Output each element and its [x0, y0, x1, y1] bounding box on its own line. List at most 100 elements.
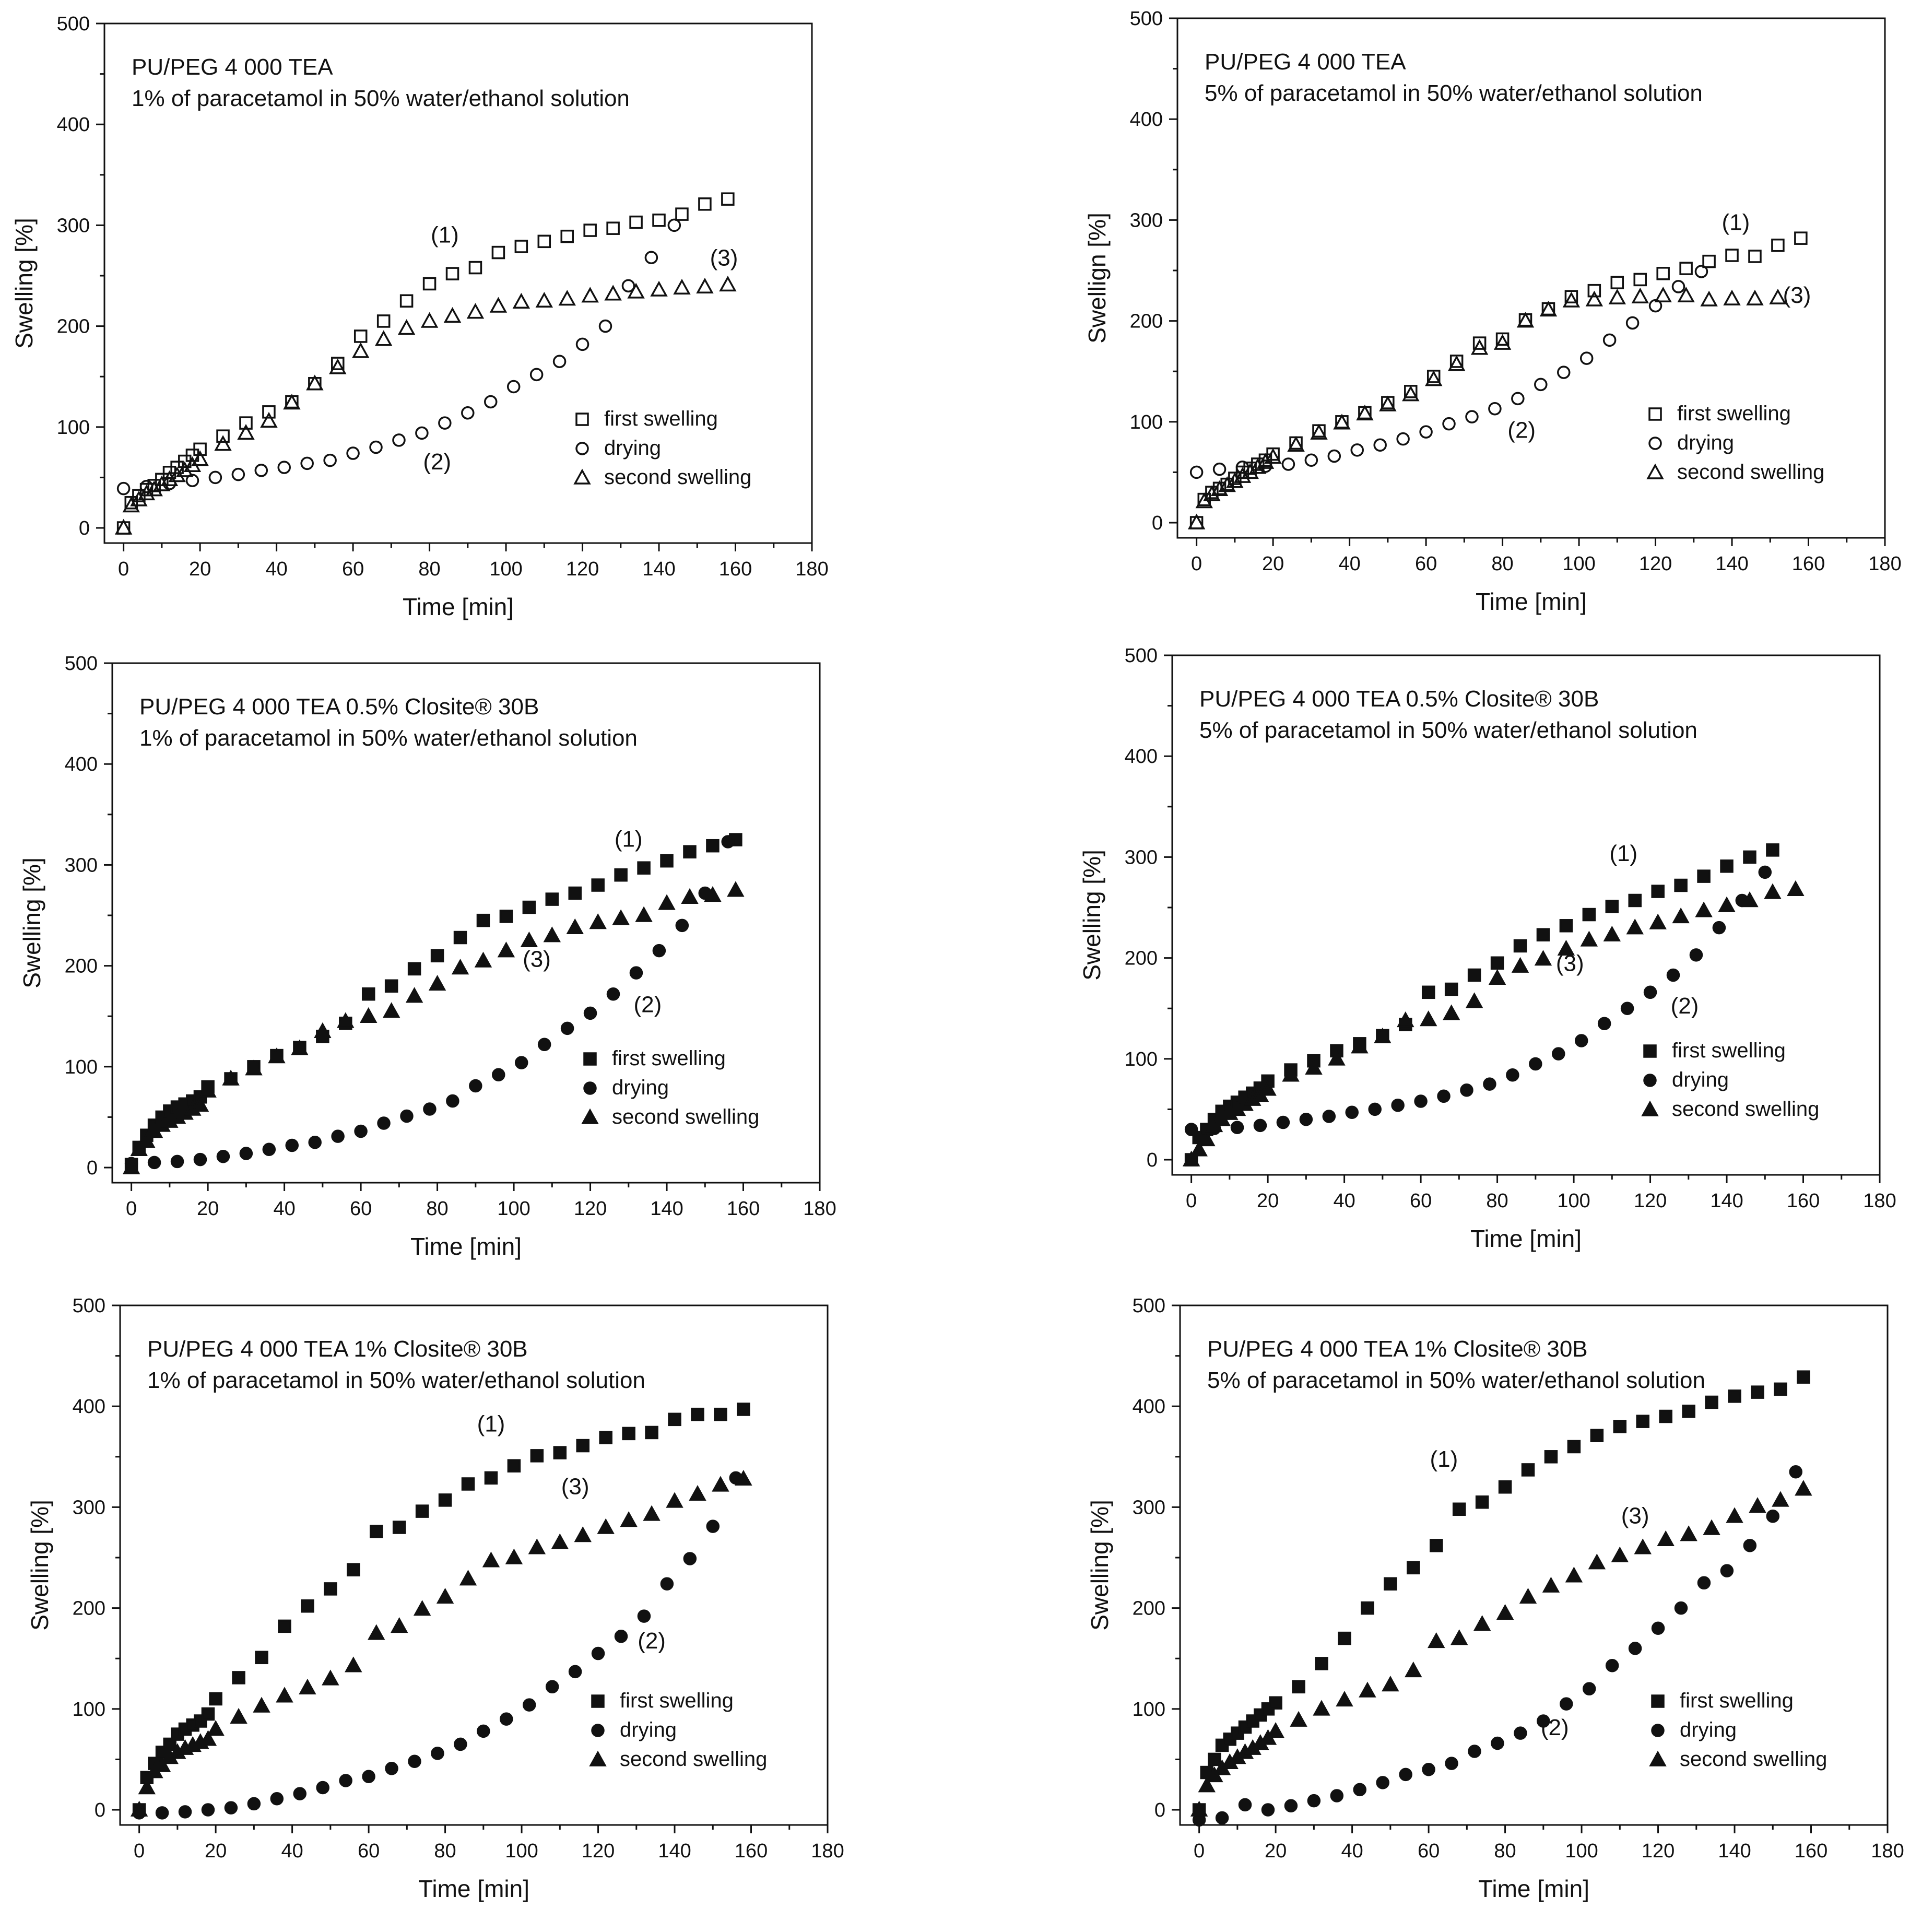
y-axis-label: Swellign [%] — [1083, 213, 1111, 344]
data-point-triangle — [1672, 908, 1690, 924]
x-tick-label: 80 — [426, 1198, 448, 1220]
x-tick-label: 100 — [1557, 1190, 1590, 1212]
data-point-circle — [1330, 1789, 1344, 1803]
data-point-circle — [231, 467, 245, 481]
data-point-triangle — [719, 276, 737, 292]
data-point-triangle — [1351, 1038, 1369, 1054]
data-point-circle — [1534, 378, 1548, 392]
chart-panel-2: 0 20 40 60 80 100 120 140 160 180 0 100 200 300 400 500… — [1083, 8, 1902, 615]
y-tick-label: 200 — [65, 956, 98, 977]
data-point-triangle — [1488, 969, 1506, 985]
data-point-square — [514, 240, 528, 253]
data-point-circle — [170, 1155, 184, 1169]
x-tick-label: 160 — [719, 558, 752, 580]
data-point-triangle — [1259, 1080, 1277, 1096]
data-point-circle — [1276, 1115, 1290, 1129]
data-point-circle — [454, 1737, 467, 1751]
data-point-triangle — [1718, 896, 1736, 912]
x-tick-label: 180 — [1868, 553, 1901, 575]
data-point-circle — [568, 1665, 582, 1679]
data-point-square — [1728, 1389, 1741, 1403]
data-point-square — [407, 962, 421, 976]
data-point-triangle — [291, 1039, 309, 1055]
data-point-triangle — [237, 424, 255, 440]
data-point-triangle — [276, 1687, 293, 1703]
data-point-square — [468, 261, 482, 275]
data-point-circle — [1327, 449, 1341, 463]
data-point-square — [1243, 461, 1257, 475]
data-point-triangle — [130, 1140, 148, 1156]
chart-subtitle: 1% of paracetamol in 50% water/ethanol s… — [132, 86, 630, 111]
data-point-square — [537, 234, 551, 249]
data-point-circle — [247, 1797, 261, 1811]
curve-label: (1) — [1609, 841, 1637, 866]
data-point-square — [1361, 1601, 1374, 1615]
data-point-circle — [1422, 1762, 1435, 1776]
data-point-square — [1794, 231, 1808, 245]
data-point-triangle — [1264, 448, 1282, 464]
data-point-triangle — [643, 1505, 661, 1521]
y-tick-label: 200 — [73, 1598, 105, 1620]
x-tick-label: 180 — [811, 1840, 844, 1862]
chart-title: PU/PEG 4 000 TEA 1% Closite® 30B — [1207, 1336, 1588, 1362]
y-tick-label: 100 — [73, 1699, 105, 1721]
x-tick-label: 40 — [273, 1198, 295, 1220]
curve-label: (3) — [1621, 1503, 1649, 1528]
x-tick-label: 0 — [1191, 553, 1202, 575]
legend-label: second swelling — [612, 1105, 759, 1128]
data-point-square — [324, 1582, 337, 1596]
curve-label: (3) — [1783, 282, 1811, 308]
data-point-triangle — [1496, 1604, 1514, 1620]
data-point-circle — [1437, 1089, 1451, 1103]
data-point-triangle — [314, 1022, 332, 1038]
x-tick-label: 0 — [118, 558, 129, 580]
data-point-circle — [1694, 265, 1708, 278]
data-point-circle — [1184, 1123, 1198, 1136]
data-point-triangle — [1608, 288, 1626, 304]
data-point-triangle — [597, 1518, 615, 1534]
data-point-circle — [1579, 351, 1594, 365]
data-point-triangle — [413, 1600, 431, 1616]
data-point-square — [353, 329, 368, 343]
data-point-circle — [522, 1698, 536, 1712]
y-axis-label: Swelling [%] — [1078, 850, 1105, 981]
data-point-triangle — [390, 1617, 408, 1633]
data-point-square — [645, 1426, 658, 1440]
data-point-square — [1582, 908, 1596, 922]
data-point-circle — [1628, 1642, 1642, 1655]
legend-marker-circle — [1643, 1074, 1657, 1087]
data-point-circle — [431, 1747, 444, 1760]
data-point-circle — [1230, 1121, 1244, 1134]
data-point-triangle — [1442, 1004, 1460, 1020]
data-point-circle — [1261, 1803, 1275, 1817]
curve-label: (2) — [1541, 1715, 1569, 1740]
data-point-triangle — [1726, 1507, 1743, 1523]
data-point-triangle — [635, 906, 653, 922]
data-point-circle — [1281, 457, 1295, 471]
data-point-triangle — [1764, 883, 1782, 899]
data-point-triangle — [405, 987, 423, 1003]
chart-title: PU/PEG 4 000 TEA 0.5% Closite® 30B — [139, 694, 539, 720]
data-point-triangle — [1198, 1130, 1216, 1147]
data-point-square — [1797, 1370, 1810, 1384]
data-point-triangle — [337, 1012, 355, 1028]
data-point-circle — [1419, 425, 1433, 439]
y-tick-label: 0 — [1152, 512, 1163, 534]
x-tick-label: 140 — [1710, 1190, 1743, 1212]
data-point-square — [1628, 893, 1642, 908]
x-axis-label: Time [min] — [1470, 1225, 1582, 1252]
data-point-circle — [1514, 1726, 1527, 1740]
data-point-circle — [1648, 299, 1663, 313]
data-point-square — [1498, 1480, 1512, 1494]
x-axis-label: Time [min] — [1476, 588, 1587, 615]
data-point-triangle — [466, 303, 485, 319]
data-point-circle — [1712, 921, 1726, 935]
data-point-triangle — [191, 450, 209, 466]
y-axis-label: Swelling [%] — [1086, 1500, 1113, 1631]
data-point-triangle — [230, 1707, 247, 1724]
data-point-square — [301, 1599, 314, 1613]
data-point-square — [1490, 956, 1504, 970]
data-point-triangle — [620, 1511, 638, 1527]
data-point-triangle — [1580, 930, 1598, 947]
data-point-circle — [637, 1609, 651, 1623]
